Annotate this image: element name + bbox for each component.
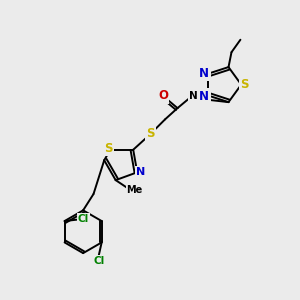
Text: N: N — [199, 67, 209, 80]
Text: O: O — [158, 89, 168, 102]
Text: N: N — [136, 167, 146, 177]
Text: S: S — [105, 142, 113, 155]
Text: Cl: Cl — [93, 256, 104, 266]
Text: Me: Me — [127, 185, 143, 195]
Text: Cl: Cl — [78, 214, 89, 224]
Text: NH: NH — [189, 91, 207, 100]
Text: N: N — [199, 89, 209, 103]
Text: S: S — [241, 77, 249, 91]
Text: S: S — [146, 127, 155, 140]
